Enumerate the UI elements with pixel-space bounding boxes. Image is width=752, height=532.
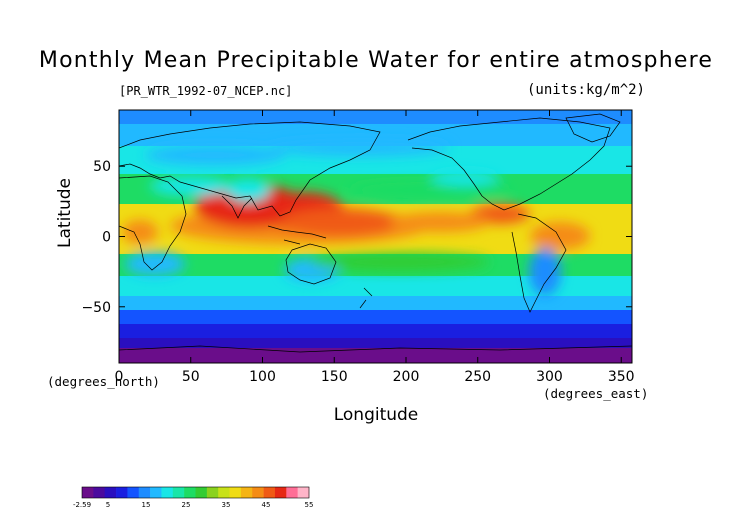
band-temperate-south: [119, 296, 632, 310]
colorbar-swatch: [218, 487, 230, 498]
y-tick-label: 50: [93, 159, 111, 175]
band-southern-ocean: [119, 324, 632, 338]
field-features: [122, 140, 590, 296]
x-tick-label: 150: [321, 369, 348, 385]
colorbar-swatch: [184, 487, 196, 498]
y-tick-label: −50: [81, 300, 111, 316]
x-tick-label: 250: [464, 369, 491, 385]
colorbar-swatch: [274, 487, 287, 498]
band-high-north: [119, 124, 632, 146]
coastlines: [118, 113, 633, 353]
band-antarctic-coast: [119, 338, 632, 348]
colorbar-swatch: [150, 487, 162, 498]
axis-ticks: [118, 110, 632, 363]
x-tick-label: 350: [608, 369, 635, 385]
colorbar-frame: [81, 486, 310, 499]
x-tick-label: 100: [249, 369, 276, 385]
x-tick-label: 200: [393, 369, 420, 385]
colorbar: [81, 486, 310, 499]
x-axis-label: Longitude: [334, 405, 419, 425]
colorbar-swatch: [263, 487, 276, 498]
colorbar-swatch: [252, 487, 264, 498]
chart-title: Monthly Mean Precipitable Water for enti…: [38, 48, 714, 73]
colorbar-tick-label: 35: [222, 501, 231, 509]
colorbar-swatch: [93, 487, 105, 498]
colorbar-swatch: [286, 487, 298, 498]
coast-africa: [118, 175, 187, 271]
x-tick-label: 50: [182, 369, 200, 385]
axis-tick-labels: 0 50 100 150 200 250 300 350 50 0 −50: [81, 159, 634, 385]
coast-india: [221, 195, 253, 219]
colorbar-swatch: [82, 487, 94, 498]
colorbar-swatch: [229, 487, 242, 498]
plot-area: [119, 110, 632, 363]
colorbar-swatch: [240, 487, 253, 498]
band-antarctica: [119, 348, 632, 363]
colorbar-swatch: [206, 487, 219, 498]
coast-australia: [285, 243, 337, 285]
coast-antarctica: [118, 345, 633, 353]
colorbar-swatch: [195, 487, 208, 498]
units-label: (units:kg/m^2): [526, 82, 645, 98]
colorbar-tick-label: 15: [142, 501, 151, 509]
colorbar-tick-label: 25: [182, 501, 191, 509]
colorbar-tick-label: -2.59: [73, 501, 91, 509]
source-file-label: [PR_WTR_1992-07_NCEP.nc]: [119, 84, 293, 98]
coast-north-america: [407, 117, 611, 211]
colorbar-tick-label: 45: [262, 501, 271, 509]
band-polar-north: [119, 110, 632, 124]
x-tick-label: 0: [115, 369, 124, 385]
band-mid-south: [119, 276, 632, 296]
colorbar-tick-label: 55: [305, 501, 314, 509]
colorbar-swatch: [104, 487, 117, 498]
y-tick-label: 0: [102, 230, 111, 246]
coast-new-zealand: [359, 287, 373, 309]
colorbar-tick-label: 5: [106, 501, 110, 509]
coast-indonesia: [267, 225, 327, 245]
colorbar-swatch: [172, 487, 185, 498]
colorbar-swatch: [297, 487, 310, 498]
colorbar-swatch: [127, 487, 140, 498]
coast-greenland: [565, 113, 621, 143]
colorbar-swatch: [116, 487, 128, 498]
band-subpolar-south: [119, 310, 632, 324]
colorbar-tick-labels: -2.59 5 15 25 35 45 55: [73, 501, 314, 509]
colorbar-swatch: [161, 487, 174, 498]
coast-south-america: [511, 213, 567, 313]
x-tick-label: 300: [536, 369, 563, 385]
coast-eurasia: [118, 121, 381, 217]
y-axis-label: Latitude: [55, 178, 75, 248]
x-unit-label: (degrees_east): [543, 386, 648, 401]
y-unit-label: (degrees_north): [47, 374, 160, 389]
colorbar-swatch: [138, 487, 151, 498]
